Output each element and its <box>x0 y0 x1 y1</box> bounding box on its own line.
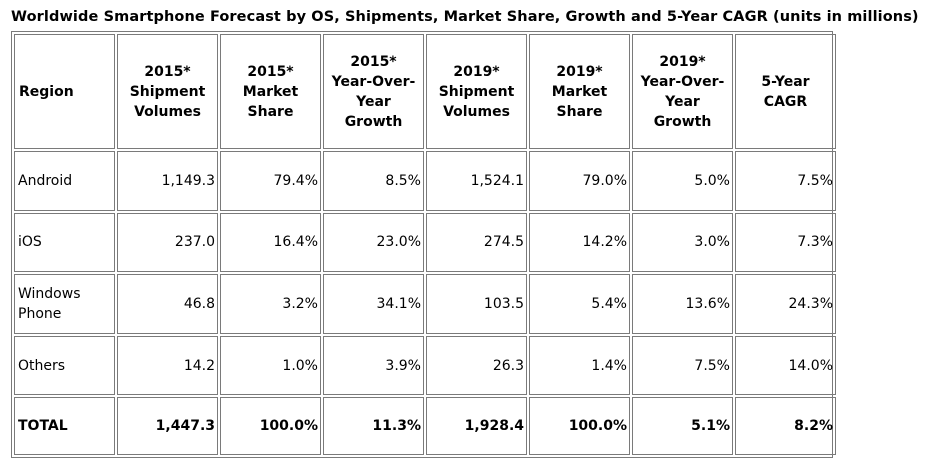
header-2015-growth: 2015* Year-Over- Year Growth <box>323 34 424 150</box>
header-line: Market <box>242 83 299 100</box>
value-cell: 14.2% <box>529 212 630 273</box>
header-line: 2015* <box>350 53 397 70</box>
value-cell: 103.5 <box>426 274 527 334</box>
value-cell: 274.5 <box>426 212 527 273</box>
header-2019-shipment: 2019* Shipment Volumes <box>426 34 527 150</box>
value-cell: 16.4% <box>220 212 321 273</box>
header-line: Market <box>551 83 608 100</box>
table-row: Others 14.2 1.0% 3.9% 26.3 1.4% 7.5% 14.… <box>14 335 836 396</box>
header-line: 2019* <box>556 63 603 80</box>
header-2019-growth: 2019* Year-Over- Year Growth <box>632 34 733 150</box>
value-cell: 14.2 <box>117 335 218 396</box>
region-cell: Others <box>14 335 115 396</box>
total-value-cell: 100.0% <box>220 397 321 455</box>
value-cell: 13.6% <box>632 274 733 334</box>
header-line: 2015* <box>247 63 294 80</box>
region-line: iOS <box>18 234 42 251</box>
value-cell: 3.0% <box>632 212 733 273</box>
value-cell: 24.3% <box>735 274 836 334</box>
value-cell: 34.1% <box>323 274 424 334</box>
header-region: Region <box>14 34 115 150</box>
header-line: Shipment <box>438 83 515 100</box>
header-line: Region <box>19 83 74 100</box>
value-cell: 26.3 <box>426 335 527 396</box>
header-line: 2019* <box>453 63 500 80</box>
header-cagr: 5-Year CAGR <box>735 34 836 150</box>
total-label-cell: TOTAL <box>14 397 115 455</box>
header-line: Shipment <box>129 83 206 100</box>
total-row: TOTAL 1,447.3 100.0% 11.3% 1,928.4 100.0… <box>14 397 836 455</box>
total-value-cell: 1,928.4 <box>426 397 527 455</box>
table-row: iOS 237.0 16.4% 23.0% 274.5 14.2% 3.0% 7… <box>14 212 836 273</box>
table-row: Android 1,149.3 79.4% 8.5% 1,524.1 79.0%… <box>14 151 836 211</box>
header-line: Year <box>665 93 700 110</box>
header-line: 5-Year <box>761 73 810 90</box>
total-value-cell: 100.0% <box>529 397 630 455</box>
header-line: Share <box>556 103 603 120</box>
value-cell: 8.5% <box>323 151 424 211</box>
header-line: Share <box>247 103 294 120</box>
forecast-table: Region 2015* Shipment Volumes 2015* Mark… <box>12 32 838 457</box>
header-line: Growth <box>344 113 403 130</box>
header-line: Growth <box>653 113 712 130</box>
total-value-cell: 5.1% <box>632 397 733 455</box>
region-line: Others <box>18 357 66 374</box>
header-2015-shipment: 2015* Shipment Volumes <box>117 34 218 150</box>
value-cell: 5.0% <box>632 151 733 211</box>
value-cell: 79.4% <box>220 151 321 211</box>
value-cell: 79.0% <box>529 151 630 211</box>
header-row: Region 2015* Shipment Volumes 2015* Mark… <box>14 34 836 150</box>
forecast-table-frame: Region 2015* Shipment Volumes 2015* Mark… <box>11 31 836 458</box>
region-line: Android <box>18 172 73 189</box>
value-cell: 23.0% <box>323 212 424 273</box>
value-cell: 1.0% <box>220 335 321 396</box>
value-cell: 46.8 <box>117 274 218 334</box>
header-line: Year <box>356 93 391 110</box>
table-row: Windows Phone 46.8 3.2% 34.1% 103.5 5.4%… <box>14 274 836 334</box>
header-line: 2015* <box>144 63 191 80</box>
value-cell: 3.9% <box>323 335 424 396</box>
region-cell: iOS <box>14 212 115 273</box>
header-line: 2019* <box>659 53 706 70</box>
header-2019-share: 2019* Market Share <box>529 34 630 150</box>
region-line: Phone <box>18 306 62 323</box>
header-line: Volumes <box>443 103 510 120</box>
value-cell: 7.5% <box>632 335 733 396</box>
region-cell: Windows Phone <box>14 274 115 334</box>
header-line: CAGR <box>763 93 808 110</box>
region-cell: Android <box>14 151 115 211</box>
region-line: Windows <box>18 286 81 303</box>
table-title: Worldwide Smartphone Forecast by OS, Shi… <box>11 9 919 25</box>
total-value-cell: 8.2% <box>735 397 836 455</box>
value-cell: 5.4% <box>529 274 630 334</box>
header-2015-share: 2015* Market Share <box>220 34 321 150</box>
value-cell: 7.5% <box>735 151 836 211</box>
value-cell: 7.3% <box>735 212 836 273</box>
total-value-cell: 1,447.3 <box>117 397 218 455</box>
header-line: Volumes <box>134 103 201 120</box>
value-cell: 1,524.1 <box>426 151 527 211</box>
value-cell: 3.2% <box>220 274 321 334</box>
value-cell: 1.4% <box>529 335 630 396</box>
value-cell: 1,149.3 <box>117 151 218 211</box>
value-cell: 237.0 <box>117 212 218 273</box>
total-value-cell: 11.3% <box>323 397 424 455</box>
header-line: Year-Over- <box>640 73 725 90</box>
value-cell: 14.0% <box>735 335 836 396</box>
header-line: Year-Over- <box>331 73 416 90</box>
